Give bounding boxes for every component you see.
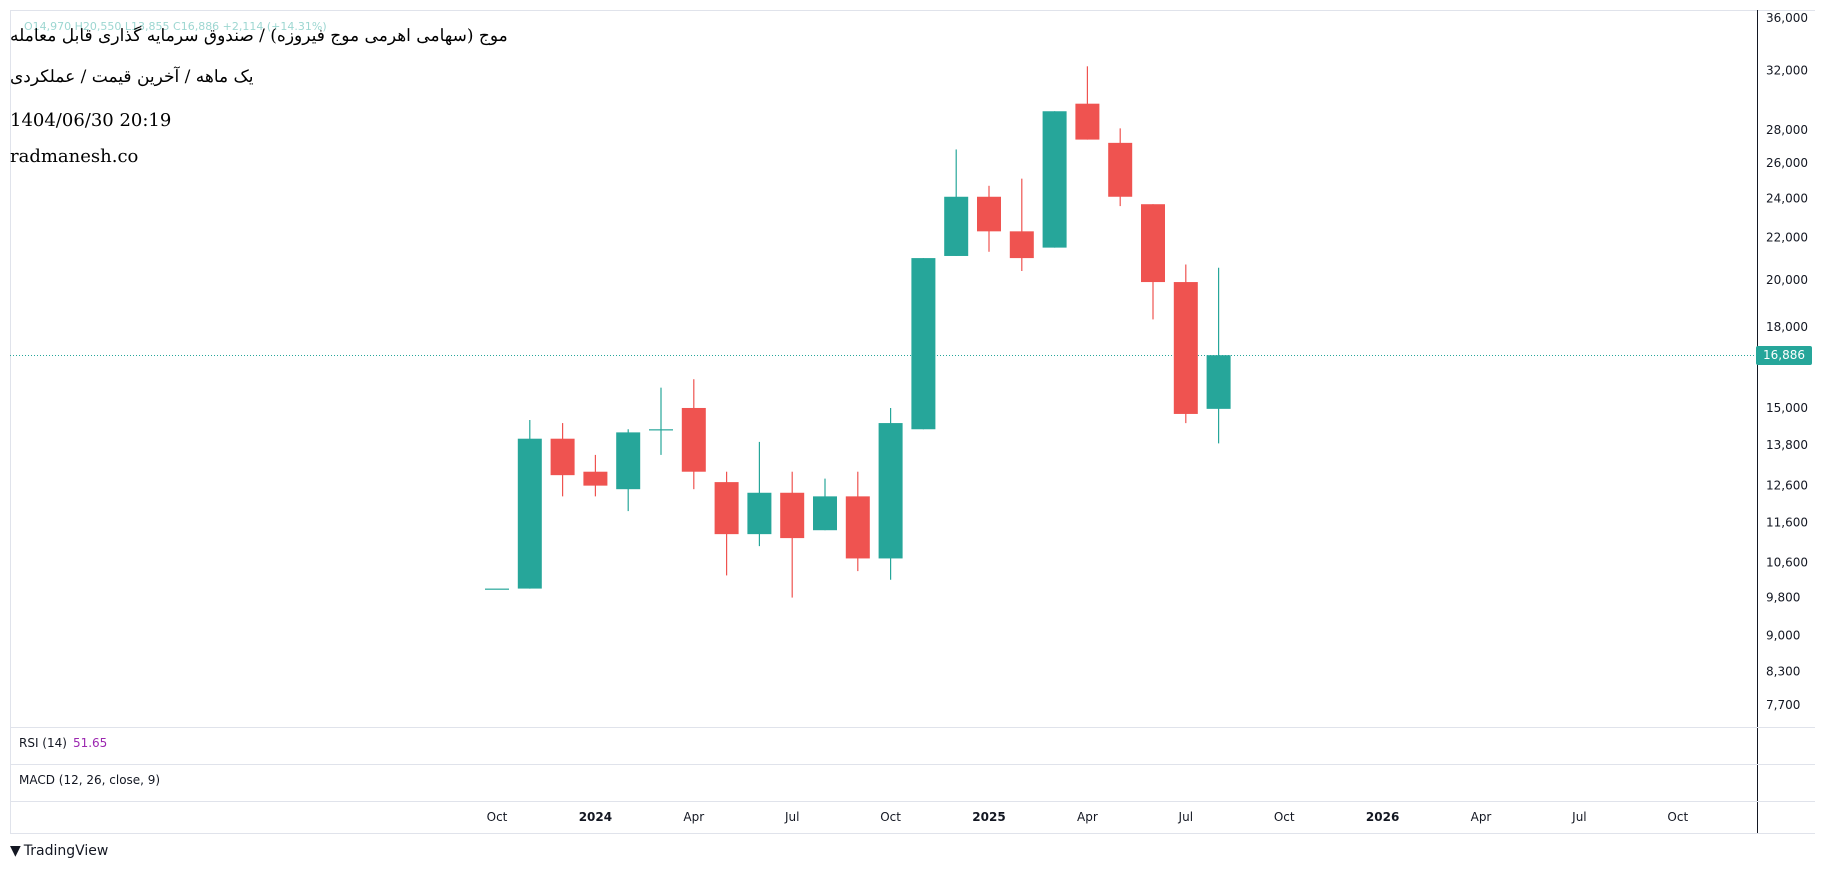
candle-body (780, 492, 805, 539)
price-tick-label: 32,000 (1766, 63, 1808, 77)
chart-title: موج (سهامی اهرمی موج فیروزه) / صندوق سرم… (10, 26, 508, 46)
candle-body (583, 471, 608, 486)
candle (583, 454, 608, 497)
time-tick-label: Oct (1274, 810, 1295, 824)
candle (485, 588, 509, 590)
time-tick-label: 2024 (579, 810, 612, 824)
price-tick-label: 9,800 (1766, 591, 1800, 605)
price-tick-label: 26,000 (1766, 156, 1808, 170)
time-tick-label: Oct (487, 810, 508, 824)
candle-body (878, 423, 903, 559)
candle-body (747, 492, 772, 535)
time-axis[interactable]: Oct 2024 Apr Jul Oct 2025 Apr Jul Oct 2026 Apr Jul O… (487, 810, 1689, 824)
tradingview-brand[interactable]: ▼ TradingView (10, 843, 108, 859)
chart-datetime: 1404/06/30 20:19 (10, 110, 172, 131)
candle (1009, 178, 1034, 272)
price-tick-label: 20,000 (1766, 273, 1808, 287)
chart-subtitle: یک ماهه / آخرین قیمت / عملکردی (10, 67, 254, 87)
price-tick-label: 18,000 (1766, 320, 1808, 334)
price-tick-label: 15,000 (1766, 401, 1808, 415)
price-tick-label: 13,800 (1766, 438, 1808, 452)
candles-group (485, 66, 1231, 598)
time-tick-label: 2026 (1366, 810, 1399, 824)
rsi-value: 51.65 (72, 736, 108, 750)
candle-body (616, 432, 641, 490)
price-tick-label: 11,600 (1766, 515, 1808, 529)
candle-body (485, 588, 509, 590)
time-tick-label: Oct (880, 810, 901, 824)
candle (649, 387, 673, 455)
candle-body (550, 438, 575, 476)
candle (1075, 66, 1100, 140)
candle (517, 420, 542, 589)
price-axis[interactable]: 36,000 32,000 28,000 26,000 24,000 22,000 20,0… (1766, 11, 1808, 712)
price-tick-label: 36,000 (1766, 11, 1808, 25)
candle (1108, 128, 1133, 207)
candle (1173, 264, 1198, 424)
price-tick-label: 10,600 (1766, 556, 1808, 570)
candle (845, 471, 870, 572)
last-price-tag: 16,886 (1756, 345, 1812, 365)
price-tick-label: 8,300 (1766, 665, 1800, 679)
price-tick-label: 24,000 (1766, 192, 1808, 206)
time-tick-label: 2025 (972, 810, 1005, 824)
candle-body (1141, 204, 1165, 283)
ohlc-legend: O14,970 H20,550 L13,855 C16,886 +2,114 (… (24, 20, 327, 33)
candle-body (517, 438, 542, 589)
candle-body (1042, 111, 1067, 248)
candle-body (845, 496, 870, 559)
candle-body (1075, 103, 1100, 140)
candle-body (1009, 231, 1034, 259)
chart-frame (10, 10, 1815, 834)
candle (780, 471, 805, 598)
candle-body (944, 196, 969, 256)
time-tick-label: Apr (1471, 810, 1492, 824)
rsi-indicator-label[interactable]: RSI (14) 51.65 (19, 736, 107, 750)
time-tick-label: Apr (1077, 810, 1098, 824)
time-tick-label: Oct (1667, 810, 1688, 824)
candle-body (1173, 282, 1198, 414)
price-tick-label: 12,600 (1766, 479, 1808, 493)
macd-indicator-label[interactable]: MACD (12, 26, close, 9) (19, 773, 161, 787)
candle (944, 149, 969, 256)
candle (813, 478, 837, 531)
time-tick-label: Jul (1178, 810, 1193, 824)
tradingview-logo-icon: ▼ (10, 843, 21, 859)
candle (714, 471, 739, 576)
candle-body (649, 429, 673, 431)
candle-body (1108, 142, 1133, 197)
time-tick-label: Jul (784, 810, 799, 824)
candle-body (977, 196, 1001, 232)
candle (1206, 267, 1231, 444)
candle (977, 185, 1001, 252)
rsi-name: RSI (14) (19, 736, 67, 750)
candle (616, 429, 641, 512)
candle (878, 407, 903, 580)
candle (911, 258, 936, 430)
candle (681, 379, 706, 490)
website-label: radmanesh.co (10, 146, 139, 167)
price-tick-label: 9,000 (1766, 629, 1800, 643)
candle-body (813, 496, 837, 531)
price-tick-label: 7,700 (1766, 698, 1800, 712)
candle-body (911, 258, 936, 430)
time-tick-label: Apr (683, 810, 704, 824)
candle (1042, 111, 1067, 248)
candle-body (681, 407, 706, 472)
candle-body (714, 482, 739, 535)
price-tick-label: 22,000 (1766, 230, 1808, 244)
candle-body (1206, 355, 1231, 409)
candle (550, 423, 575, 497)
time-tick-label: Jul (1571, 810, 1586, 824)
price-tick-label: 28,000 (1766, 123, 1808, 137)
candle (1141, 204, 1165, 320)
candle (747, 441, 772, 547)
brand-name: TradingView (23, 843, 109, 859)
